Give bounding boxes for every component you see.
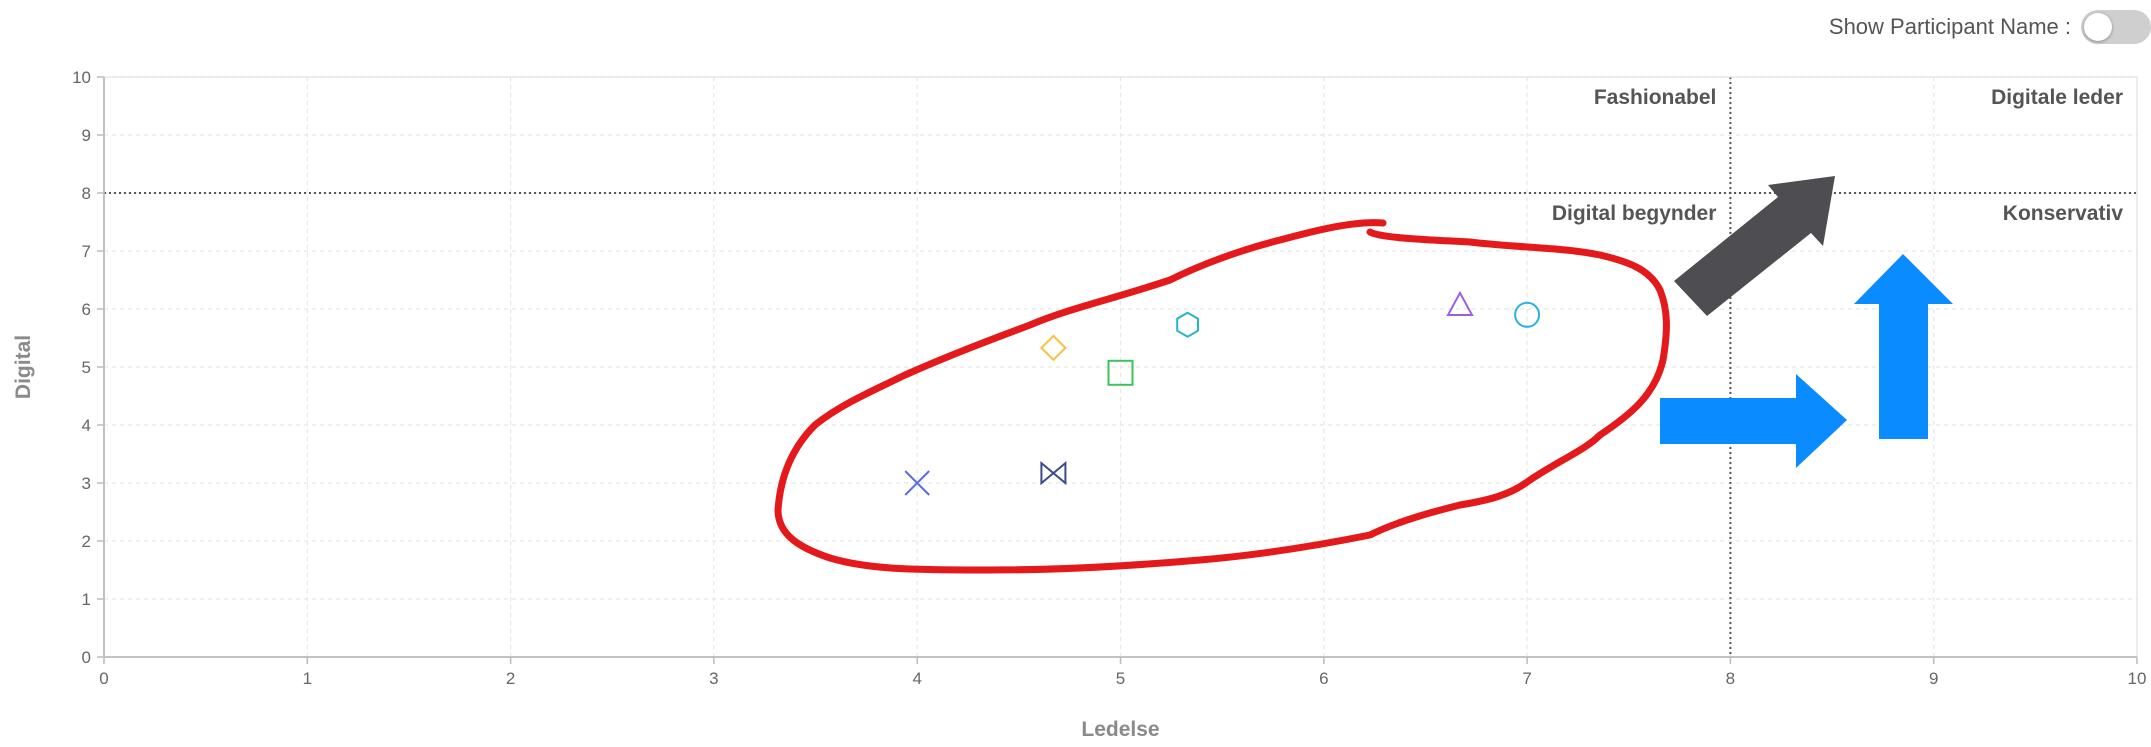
blue-right-arrow-annotation bbox=[1660, 374, 1847, 468]
y-tick-label: 4 bbox=[82, 416, 91, 435]
quadrant-labels: Fashionabel Digitale leder Digital begynde… bbox=[1552, 86, 2123, 225]
data-point-cross[interactable] bbox=[904, 470, 930, 496]
y-tick-label: 1 bbox=[82, 590, 91, 609]
data-point-square[interactable] bbox=[1107, 359, 1134, 386]
x-tick-label: 2 bbox=[506, 669, 515, 688]
y-tick-label: 5 bbox=[82, 358, 91, 377]
quadrant-label: Digital begynder bbox=[1552, 202, 1717, 225]
blue-up-arrow-annotation bbox=[1854, 254, 1953, 439]
y-axis-title: Digital bbox=[12, 335, 35, 399]
data-point-bowtie[interactable] bbox=[1040, 461, 1067, 486]
x-tick-label: 0 bbox=[99, 669, 108, 688]
participant-name-toggle-row: Show Participant Name : bbox=[1829, 10, 2151, 44]
x-tick-label: 5 bbox=[1116, 669, 1125, 688]
quadrant-label: Digitale leder bbox=[1991, 86, 2123, 109]
quadrant-label: Fashionabel bbox=[1594, 86, 1717, 109]
x-tick-label: 1 bbox=[303, 669, 312, 688]
data-point-hexagon[interactable] bbox=[1176, 311, 1199, 338]
tick-labels: 0 1 2 3 4 5 6 7 8 9 10 0 1 2 3 4 5 6 7 8 9 10 Ledelse Digital bbox=[12, 68, 2146, 741]
x-tick-label: 10 bbox=[2128, 669, 2147, 688]
x-tick-label: 9 bbox=[1929, 669, 1938, 688]
y-tick-label: 2 bbox=[82, 532, 91, 551]
red-ellipse-annotation bbox=[774, 219, 1670, 574]
y-tick-label: 9 bbox=[82, 126, 91, 145]
data-point-circle[interactable] bbox=[1514, 301, 1541, 328]
x-tick-label: 4 bbox=[912, 669, 921, 688]
quadrant-dividers bbox=[104, 77, 2137, 657]
toggle-label: Show Participant Name : bbox=[1828, 14, 2071, 39]
y-tick-label: 6 bbox=[82, 300, 91, 319]
y-tick-label: 0 bbox=[82, 648, 91, 667]
show-participant-name-toggle[interactable] bbox=[2081, 10, 2151, 44]
data-points bbox=[904, 290, 1541, 496]
y-tick-label: 3 bbox=[82, 474, 91, 493]
y-tick-label: 10 bbox=[72, 68, 91, 87]
x-tick-label: 8 bbox=[1726, 669, 1735, 688]
y-tick-label: 7 bbox=[82, 242, 91, 261]
quadrant-label: Konservativ bbox=[2003, 202, 2124, 225]
x-tick-label: 3 bbox=[709, 669, 718, 688]
x-tick-label: 6 bbox=[1319, 669, 1328, 688]
data-point-triangle[interactable] bbox=[1446, 290, 1474, 316]
dark-arrow-annotation bbox=[1674, 176, 1835, 316]
grid bbox=[103, 76, 2138, 658]
x-tick-label: 7 bbox=[1522, 669, 1531, 688]
y-tick-label: 8 bbox=[82, 184, 91, 203]
data-point-diamond[interactable] bbox=[1039, 334, 1067, 362]
toggle-knob bbox=[2084, 13, 2112, 41]
x-axis-title: Ledelse bbox=[1081, 718, 1159, 741]
axes bbox=[97, 76, 2138, 664]
